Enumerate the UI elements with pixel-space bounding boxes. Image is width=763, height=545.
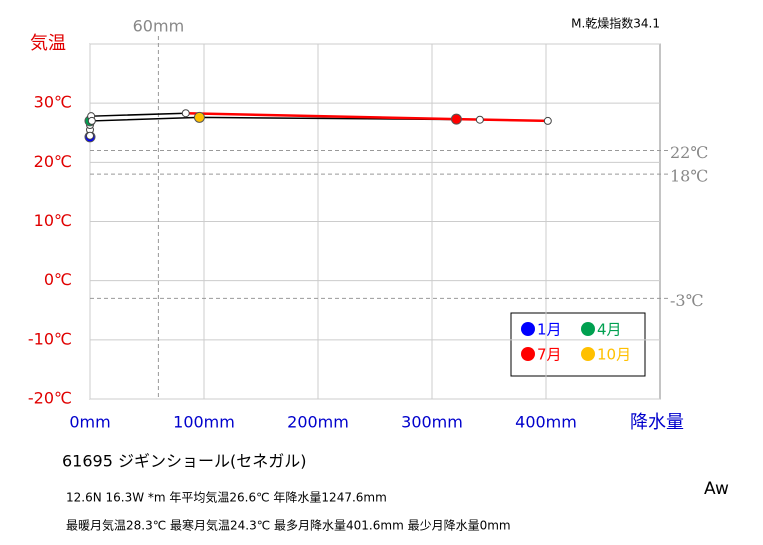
info: 12.6N 16.3W *m 年平均気温26.6℃ 年降水量1247.6mm bbox=[66, 490, 387, 505]
x-tick-label: 0mm bbox=[69, 413, 110, 432]
legend-marker bbox=[521, 347, 535, 361]
legend-marker bbox=[581, 322, 595, 336]
legend-label: 1月 bbox=[537, 321, 562, 339]
y-axis-label: 気温 bbox=[30, 33, 66, 54]
legend-label: 4月 bbox=[597, 321, 622, 339]
climate-class: Aw bbox=[704, 479, 729, 499]
legend-marker bbox=[521, 322, 535, 336]
legend-box bbox=[510, 312, 646, 377]
info: 最暖月気温28.3℃ 最寒月気温24.3℃ 最多月降水量401.6mm 最少月降… bbox=[66, 518, 511, 533]
legend-label: 10月 bbox=[597, 346, 631, 364]
point bbox=[87, 116, 96, 125]
y-tick-label: 30℃ bbox=[34, 93, 72, 112]
y-tick-label: 10℃ bbox=[34, 211, 72, 230]
point bbox=[86, 131, 94, 140]
x-axis-label: 降水量 bbox=[630, 412, 684, 433]
point bbox=[475, 115, 484, 124]
x-tick-label: 200mm bbox=[287, 413, 349, 432]
reference-label: 18℃ bbox=[670, 167, 708, 186]
x-tick-label: 400mm bbox=[515, 413, 577, 432]
reference-label: 60mm bbox=[133, 17, 185, 36]
reference-label: -3℃ bbox=[670, 291, 703, 310]
y-tick-label: 0℃ bbox=[44, 270, 72, 289]
y-tick-label: -20℃ bbox=[28, 389, 72, 408]
reference-label: 22℃ bbox=[670, 143, 708, 162]
legend-marker bbox=[581, 347, 595, 361]
point bbox=[543, 116, 552, 125]
legend-label: 7月 bbox=[537, 346, 562, 364]
dryness-index: M.乾燥指数34.1 bbox=[571, 16, 660, 31]
y-tick-label: 20℃ bbox=[34, 152, 72, 171]
x-tick-label: 300mm bbox=[401, 413, 463, 432]
point bbox=[181, 109, 190, 118]
highlight-point bbox=[193, 111, 205, 123]
highlight-line bbox=[185, 111, 457, 121]
highlight-point bbox=[450, 113, 462, 125]
y-tick-label: -10℃ bbox=[28, 329, 72, 348]
station: 61695 ジギンショール(セネガル) bbox=[62, 452, 306, 471]
highlight-line bbox=[456, 117, 548, 123]
x-tick-label: 100mm bbox=[173, 413, 235, 432]
